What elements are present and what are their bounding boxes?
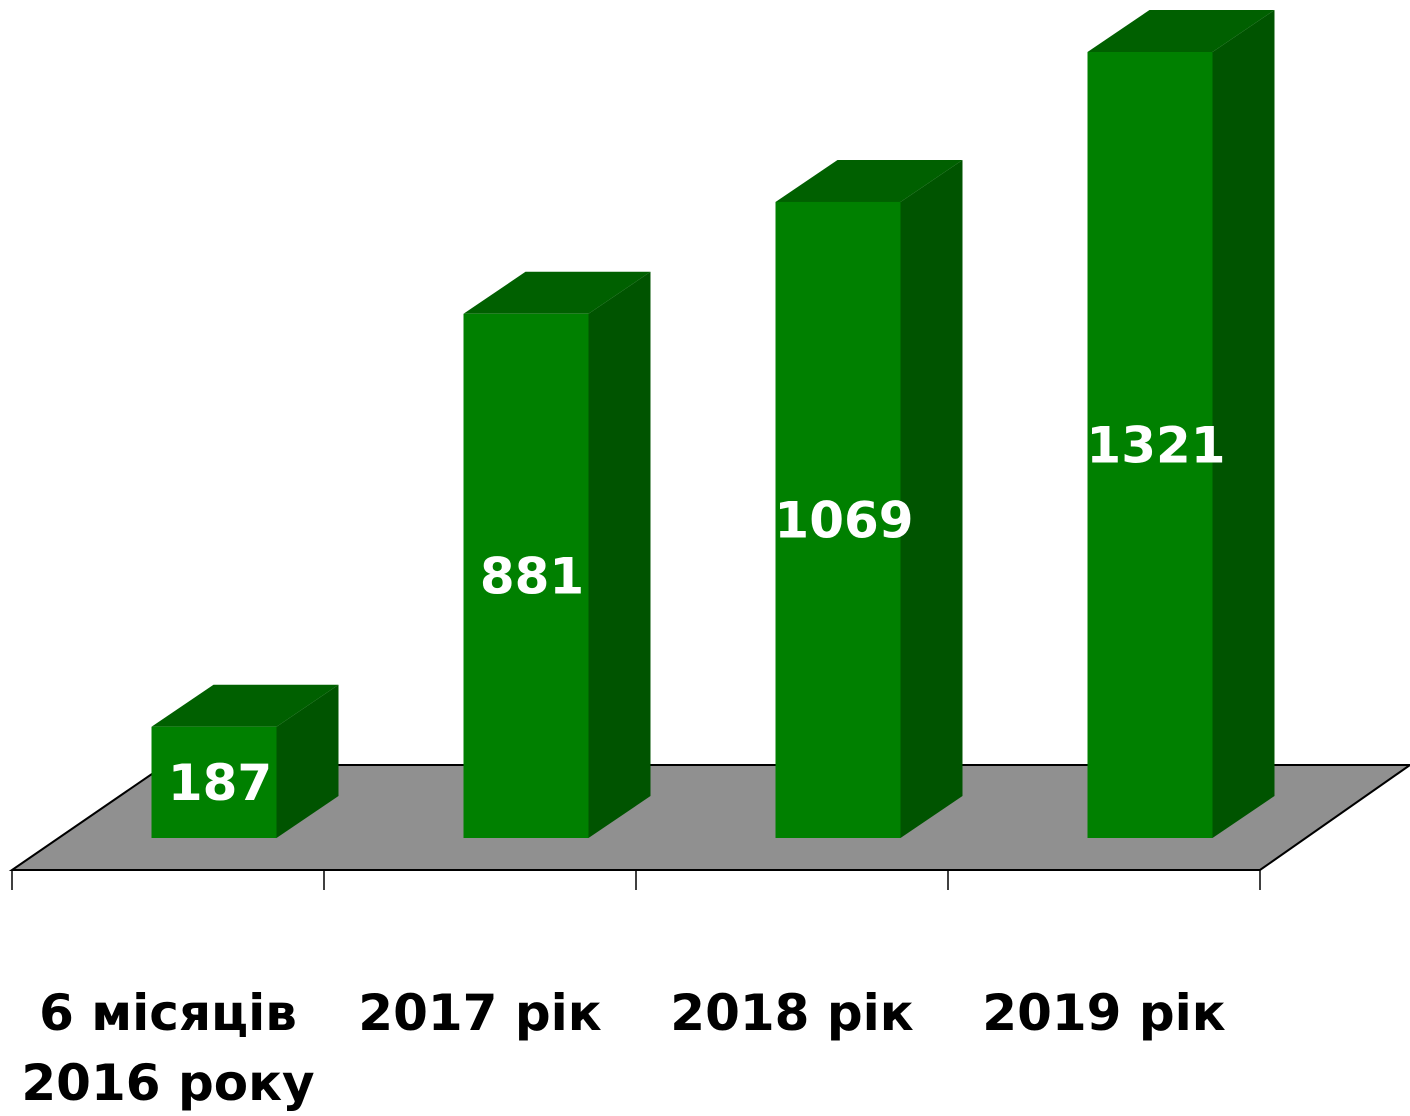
axis-ticks [11, 870, 1261, 890]
x-tick-label: 6 місяців 2016 року [21, 984, 315, 1112]
bar [775, 201, 901, 838]
data-label: 1321 [1086, 417, 1225, 475]
bar-side [1212, 10, 1275, 838]
data-label: 1069 [774, 491, 913, 549]
bar-top [151, 684, 339, 727]
bar [1087, 52, 1213, 838]
floor [8, 764, 1410, 871]
bar [463, 313, 589, 838]
bar-side [588, 271, 651, 838]
x-tick-label: 2017 рік [358, 984, 602, 1042]
bar-side [276, 684, 339, 838]
data-label: 187 [168, 754, 272, 812]
x-tick-label: 2019 рік [982, 984, 1226, 1042]
x-tick-label: 2018 рік [670, 984, 914, 1042]
bar [151, 726, 277, 838]
bar-side [900, 159, 963, 838]
bar-top [775, 159, 963, 202]
data-label: 881 [480, 547, 584, 605]
bar-top [463, 271, 651, 314]
bar-top [1087, 10, 1275, 53]
